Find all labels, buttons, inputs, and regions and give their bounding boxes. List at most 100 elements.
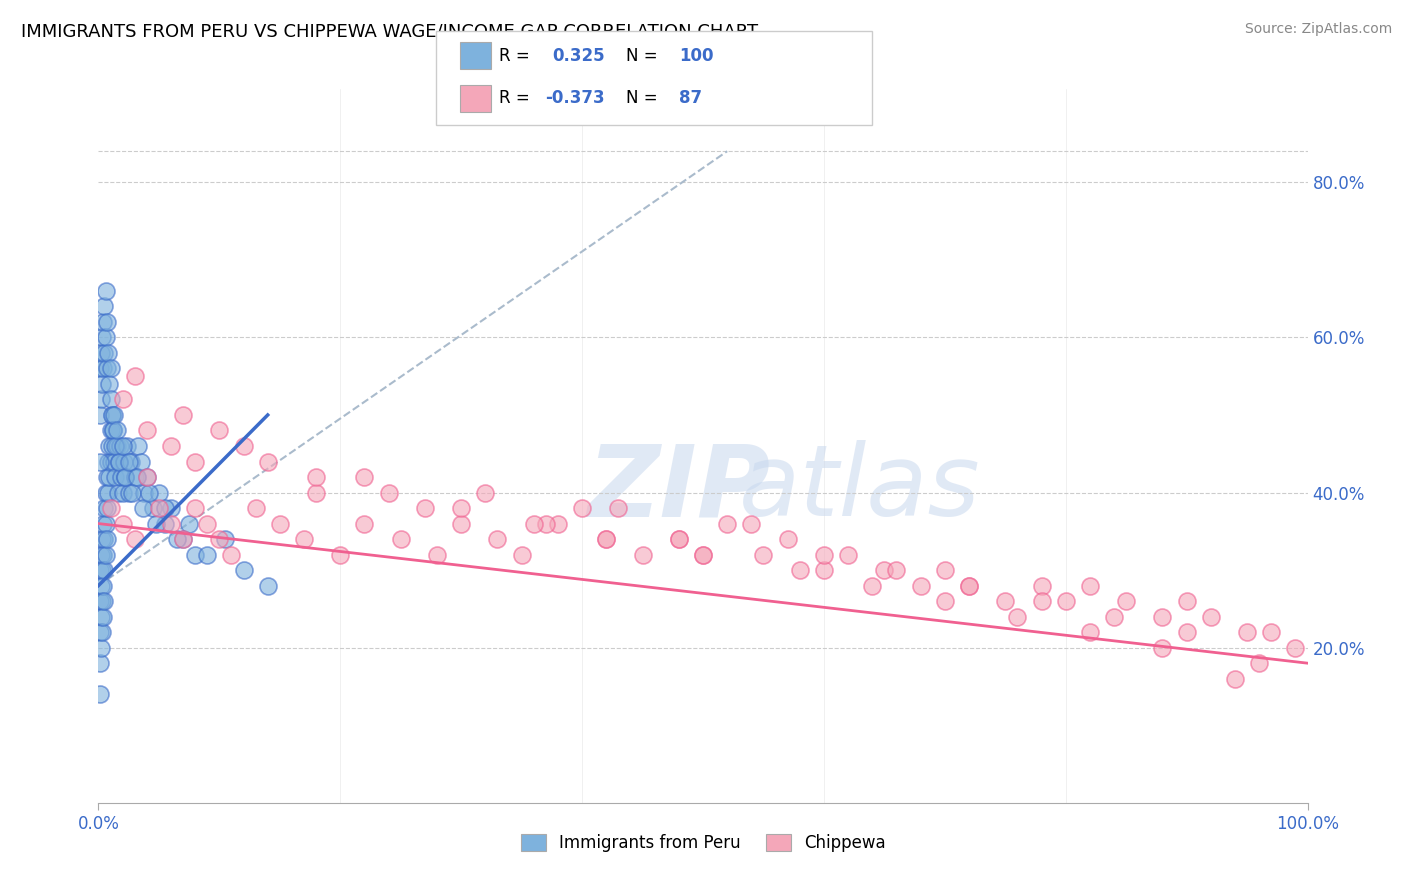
- Point: [148, 501, 170, 516]
- Point: [740, 516, 762, 531]
- Point: [256, 454, 278, 468]
- Point: [1102, 609, 1125, 624]
- Text: IMMIGRANTS FROM PERU VS CHIPPEWA WAGE/INCOME GAP CORRELATION CHART: IMMIGRANTS FROM PERU VS CHIPPEWA WAGE/IN…: [21, 22, 758, 40]
- Point: [98, 470, 121, 484]
- Point: [450, 501, 472, 516]
- Point: [96, 501, 118, 516]
- Point: [166, 532, 188, 546]
- Point: [172, 532, 194, 546]
- Point: [160, 516, 183, 531]
- Point: [1152, 609, 1174, 624]
- Point: [160, 501, 183, 516]
- Point: [160, 439, 183, 453]
- Point: [91, 548, 114, 562]
- Point: [100, 361, 122, 376]
- Legend: Immigrants from Peru, Chippewa: Immigrants from Peru, Chippewa: [513, 827, 893, 859]
- Text: 0.325: 0.325: [553, 46, 605, 65]
- Point: [305, 485, 328, 500]
- Point: [269, 516, 291, 531]
- Point: [450, 516, 472, 531]
- Point: [256, 579, 278, 593]
- Point: [114, 470, 136, 484]
- Point: [607, 501, 630, 516]
- Point: [595, 532, 617, 546]
- Point: [1031, 579, 1053, 593]
- Point: [96, 315, 118, 329]
- Point: [90, 640, 112, 655]
- Point: [117, 439, 139, 453]
- Point: [789, 563, 811, 577]
- Point: [232, 563, 254, 577]
- Point: [486, 532, 509, 546]
- Point: [107, 485, 129, 500]
- Point: [91, 609, 114, 624]
- Point: [957, 579, 980, 593]
- Point: [377, 485, 399, 500]
- Point: [108, 439, 131, 453]
- Text: ZIP: ZIP: [588, 441, 770, 537]
- Point: [98, 439, 121, 453]
- Point: [118, 485, 141, 500]
- Point: [100, 408, 122, 422]
- Point: [1152, 640, 1174, 655]
- Point: [813, 548, 835, 562]
- Point: [100, 392, 122, 407]
- Point: [93, 532, 115, 546]
- Point: [111, 485, 134, 500]
- Point: [153, 516, 176, 531]
- Point: [91, 361, 114, 376]
- Point: [111, 516, 134, 531]
- Text: -0.373: -0.373: [546, 89, 605, 107]
- Point: [1284, 640, 1306, 655]
- Point: [523, 516, 546, 531]
- Point: [752, 548, 775, 562]
- Point: [813, 563, 835, 577]
- Point: [94, 548, 117, 562]
- Point: [413, 501, 436, 516]
- Point: [101, 424, 124, 438]
- Point: [153, 501, 176, 516]
- Point: [305, 470, 328, 484]
- Point: [214, 532, 236, 546]
- Point: [105, 439, 128, 453]
- Point: [111, 392, 134, 407]
- Point: [97, 485, 120, 500]
- Point: [97, 346, 120, 360]
- Point: [89, 594, 111, 608]
- Point: [100, 424, 122, 438]
- Point: [1115, 594, 1137, 608]
- Point: [631, 548, 654, 562]
- Point: [124, 532, 146, 546]
- Point: [184, 501, 207, 516]
- Point: [97, 454, 120, 468]
- Point: [426, 548, 449, 562]
- Point: [89, 454, 111, 468]
- Point: [93, 346, 115, 360]
- Point: [860, 579, 883, 593]
- Point: [134, 485, 156, 500]
- Point: [1031, 594, 1053, 608]
- Point: [232, 439, 254, 453]
- Point: [145, 516, 167, 531]
- Point: [91, 315, 114, 329]
- Point: [135, 470, 157, 484]
- Point: [1078, 625, 1101, 640]
- Point: [91, 563, 114, 577]
- Point: [93, 501, 115, 516]
- Point: [389, 532, 412, 546]
- Point: [94, 284, 117, 298]
- Point: [148, 485, 170, 500]
- Point: [103, 408, 125, 422]
- Point: [873, 563, 896, 577]
- Point: [111, 439, 134, 453]
- Point: [89, 408, 111, 422]
- Point: [353, 470, 375, 484]
- Point: [114, 470, 136, 484]
- Point: [94, 330, 117, 344]
- Point: [692, 548, 714, 562]
- Point: [89, 625, 111, 640]
- Point: [91, 532, 114, 546]
- Point: [120, 454, 142, 468]
- Point: [91, 376, 114, 391]
- Point: [668, 532, 690, 546]
